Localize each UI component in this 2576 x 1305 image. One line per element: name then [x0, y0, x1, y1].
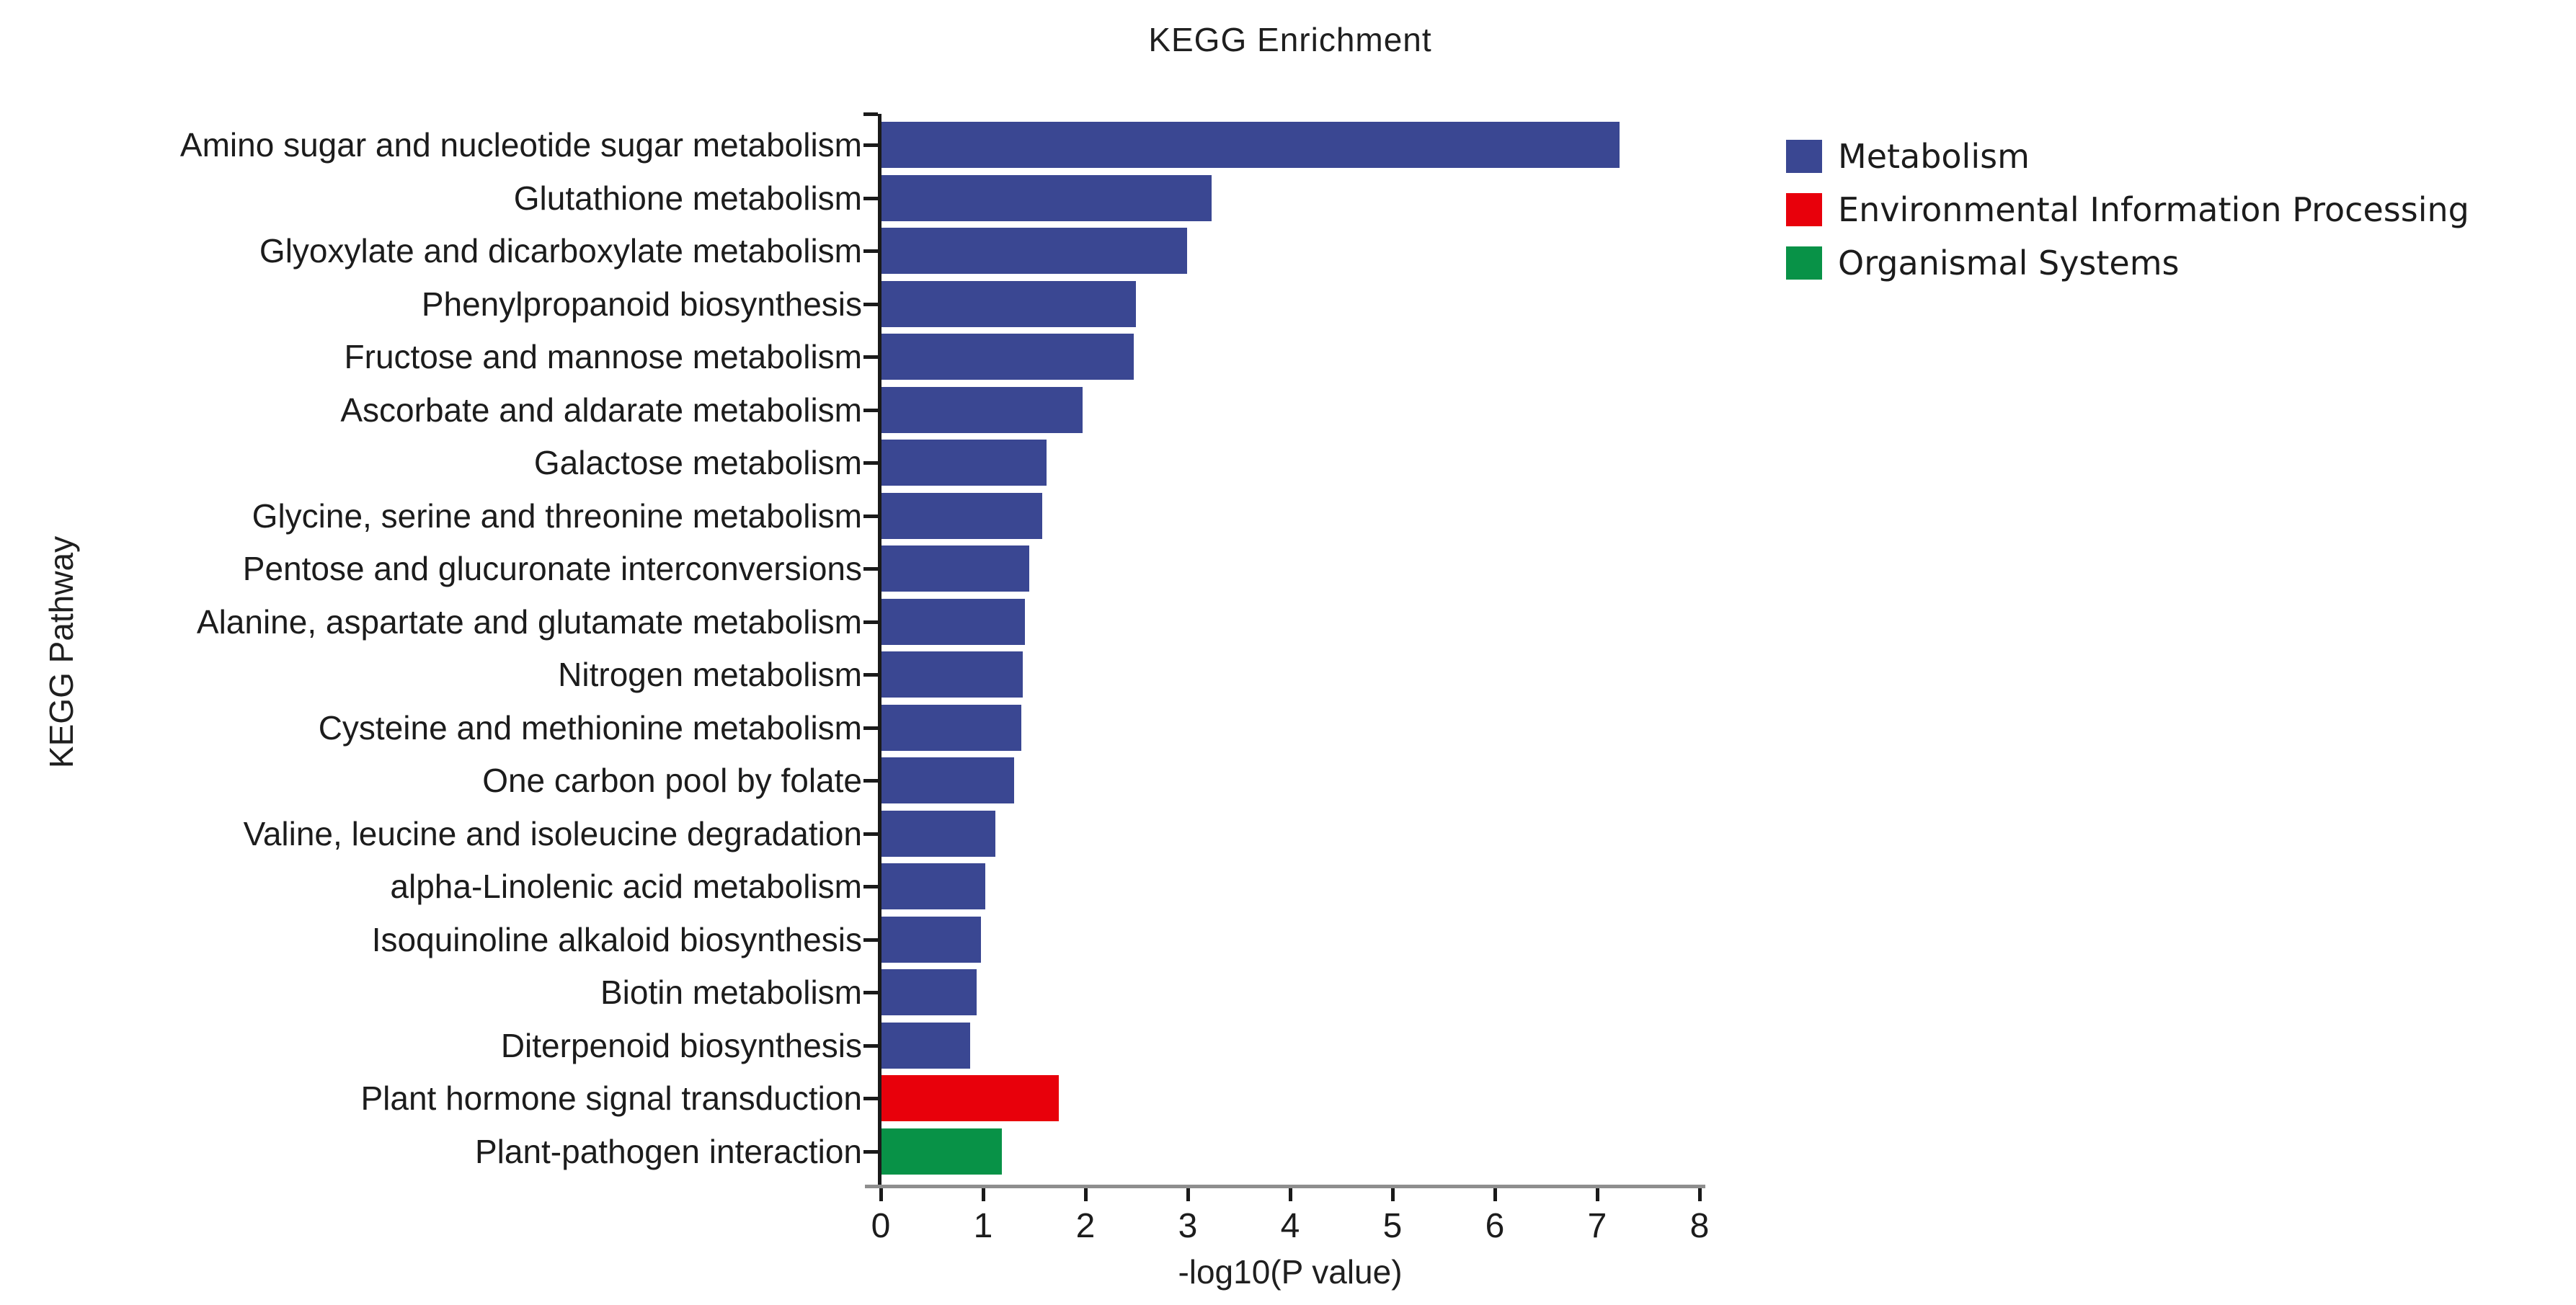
bar-glutathione-metabolism — [881, 174, 1212, 221]
legend-item: Environmental Information Processing — [1786, 183, 2469, 236]
category-label: Galactose metabolism — [533, 444, 862, 481]
y-tick — [863, 408, 878, 412]
bar-cysteine-and-methionine-metabolism — [881, 704, 1021, 751]
bar-one-carbon-pool-by-folate — [881, 757, 1014, 803]
category-label: Glutathione metabolism — [513, 179, 862, 217]
x-tick-label: 7 — [1587, 1207, 1607, 1245]
bar-ascorbate-and-aldarate-metabolism — [881, 386, 1083, 433]
y-tick — [863, 726, 878, 730]
category-label: Amino sugar and nucleotide sugar metabol… — [179, 126, 862, 164]
x-tick — [1698, 1188, 1702, 1201]
y-tick — [863, 514, 878, 518]
y-tick — [863, 355, 878, 359]
category-label: Plant hormone signal transduction — [360, 1079, 862, 1117]
category-label: One carbon pool by folate — [482, 762, 862, 799]
y-tick — [863, 991, 878, 994]
y-tick — [863, 620, 878, 624]
bar-fructose-and-mannose-metabolism — [881, 334, 1134, 380]
bar-glyoxylate-and-dicarboxylate-metabolism — [881, 228, 1187, 274]
bar-alpha-linolenic-acid-metabolism — [881, 863, 985, 909]
category-label: Nitrogen metabolism — [558, 656, 862, 693]
category-label: Alanine, aspartate and glutamate metabol… — [196, 602, 862, 641]
category-label: Diterpenoid biosynthesis — [500, 1026, 862, 1064]
bar-amino-sugar-and-nucleotide-sugar-metabolism — [881, 122, 1620, 168]
x-tick — [1493, 1188, 1497, 1201]
x-tick — [1596, 1188, 1599, 1201]
legend-label: Environmental Information Processing — [1838, 190, 2469, 229]
x-tick-label: 1 — [973, 1207, 993, 1245]
legend: Metabolism Environmental Information Proc… — [1786, 130, 2469, 290]
legend-swatch-environmental-information-processing — [1786, 193, 1822, 226]
bar-glycine-serine-and-threonine-metabolism — [881, 492, 1043, 539]
category-label: Isoquinoline alkaloid biosynthesis — [371, 920, 862, 958]
legend-item: Organismal Systems — [1786, 236, 2469, 290]
category-label: alpha-Linolenic acid metabolism — [390, 868, 862, 905]
legend-swatch-organismal-systems — [1786, 246, 1822, 280]
x-tick — [1391, 1188, 1395, 1201]
category-label: Phenylpropanoid biosynthesis — [421, 285, 862, 323]
category-label: Glyoxylate and dicarboxylate metabolism — [259, 232, 862, 270]
bar-plant-pathogen-interaction — [881, 1128, 1002, 1175]
bar-pentose-and-glucuronate-interconversions — [881, 545, 1029, 592]
y-tick — [863, 196, 878, 200]
y-tick — [863, 1149, 878, 1154]
legend-item: Metabolism — [1786, 130, 2469, 183]
y-tick — [863, 1097, 878, 1100]
x-tick-label: 6 — [1485, 1207, 1505, 1245]
y-tick — [863, 302, 878, 306]
x-tick — [1186, 1188, 1190, 1201]
x-tick-label: 3 — [1178, 1207, 1198, 1245]
bar-galactose-metabolism — [881, 440, 1047, 486]
legend-label: Metabolism — [1838, 137, 2030, 176]
category-label: Plant-pathogen interaction — [474, 1132, 862, 1170]
legend-swatch-metabolism — [1786, 140, 1822, 173]
chart-title: KEGG Enrichment — [1148, 21, 1432, 58]
category-label: Glycine, serine and threonine metabolism — [252, 496, 862, 535]
y-tick — [863, 779, 878, 783]
y-tick — [863, 1043, 878, 1048]
y-tick — [863, 832, 878, 836]
y-axis-endcap-tick — [863, 112, 878, 116]
bar-phenylpropanoid-biosynthesis — [881, 280, 1136, 327]
y-axis-line — [878, 114, 881, 1186]
bar-isoquinoline-alkaloid-biosynthesis — [881, 916, 982, 963]
bar-biotin-metabolism — [881, 969, 977, 1015]
x-tick — [982, 1188, 985, 1201]
x-tick-label: 5 — [1382, 1207, 1403, 1245]
x-tick-label: 8 — [1689, 1207, 1710, 1245]
x-tick — [1084, 1188, 1088, 1201]
y-tick — [863, 673, 878, 677]
x-tick-label: 2 — [1075, 1207, 1096, 1245]
x-tick — [1289, 1188, 1292, 1201]
x-tick-label: 0 — [871, 1207, 891, 1245]
y-tick — [863, 885, 878, 888]
x-tick — [879, 1188, 883, 1201]
category-label: Fructose and mannose metabolism — [344, 338, 862, 375]
x-tick-label: 4 — [1280, 1207, 1300, 1245]
bar-nitrogen-metabolism — [881, 651, 1023, 698]
category-label: Pentose and glucuronate interconversions — [242, 550, 862, 587]
bar-alanine-aspartate-and-glutamate-metabolism — [881, 598, 1026, 645]
bar-diterpenoid-biosynthesis — [881, 1022, 970, 1069]
y-tick — [863, 249, 878, 253]
category-label: Ascorbate and aldarate metabolism — [340, 391, 862, 429]
y-tick — [863, 567, 878, 571]
legend-label: Organismal Systems — [1838, 244, 2180, 282]
y-tick — [863, 143, 878, 147]
y-tick — [863, 937, 878, 942]
bar-valine-leucine-and-isoleucine-degradation — [881, 810, 996, 857]
x-axis-line — [865, 1185, 1705, 1188]
x-axis-title: -log10(P value) — [1178, 1253, 1403, 1291]
bar-plant-hormone-signal-transduction — [881, 1075, 1060, 1121]
category-label: Cysteine and methionine metabolism — [318, 708, 862, 747]
category-label: Valine, leucine and isoleucine degradati… — [243, 814, 862, 852]
y-tick — [863, 461, 878, 465]
category-label: Biotin metabolism — [600, 974, 862, 1011]
